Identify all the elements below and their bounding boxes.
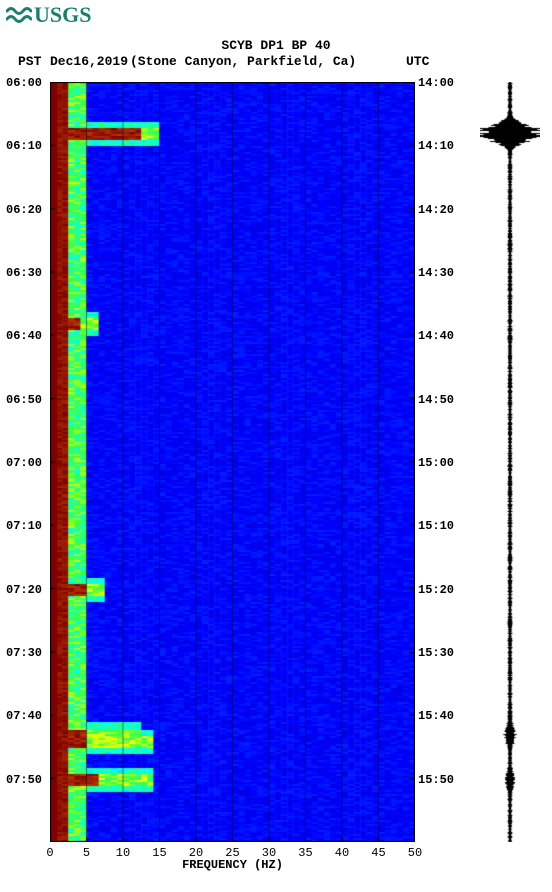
ytick-left: 07:20	[6, 583, 42, 597]
ytick-right: 14:30	[418, 266, 454, 280]
ytick-right: 15:00	[418, 456, 454, 470]
ytick-left: 07:30	[6, 646, 42, 660]
ytick-right: 14:40	[418, 329, 454, 343]
ytick-right: 14:00	[418, 76, 454, 90]
date-label: Dec16,2019	[50, 54, 128, 69]
ytick-left: 07:10	[6, 519, 42, 533]
xtick: 35	[298, 846, 312, 860]
spectrogram-plot	[50, 82, 415, 842]
xtick: 40	[335, 846, 349, 860]
ytick-left: 06:40	[6, 329, 42, 343]
tz-right-label: UTC	[406, 54, 429, 69]
ytick-left: 07:40	[6, 709, 42, 723]
ytick-left: 06:30	[6, 266, 42, 280]
ytick-left: 07:00	[6, 456, 42, 470]
station-label: (Stone Canyon, Parkfield, Ca)	[130, 54, 356, 69]
ytick-left: 06:00	[6, 76, 42, 90]
spectrogram-canvas	[50, 82, 415, 842]
x-axis-label: FREQUENCY (HZ)	[50, 858, 415, 872]
xtick: 45	[371, 846, 385, 860]
ytick-left: 06:50	[6, 393, 42, 407]
usgs-logo: USGS	[6, 2, 91, 28]
ytick-right: 15:10	[418, 519, 454, 533]
xtick: 20	[189, 846, 203, 860]
xtick: 25	[225, 846, 239, 860]
ytick-left: 06:20	[6, 203, 42, 217]
ytick-right: 15:40	[418, 709, 454, 723]
xtick: 30	[262, 846, 276, 860]
logo-text: USGS	[34, 2, 91, 28]
xtick: 0	[46, 846, 53, 860]
ytick-right: 15:50	[418, 773, 454, 787]
ytick-left: 06:10	[6, 139, 42, 153]
xtick: 10	[116, 846, 130, 860]
wave-icon	[6, 4, 32, 26]
tz-left-label: PST	[18, 54, 41, 69]
ytick-right: 15:20	[418, 583, 454, 597]
ytick-right: 14:20	[418, 203, 454, 217]
ytick-right: 15:30	[418, 646, 454, 660]
waveform-canvas	[480, 82, 540, 842]
xtick: 50	[408, 846, 422, 860]
ytick-right: 14:10	[418, 139, 454, 153]
xtick: 15	[152, 846, 166, 860]
ytick-left: 07:50	[6, 773, 42, 787]
chart-title: SCYB DP1 BP 40	[0, 38, 552, 53]
xtick: 5	[83, 846, 90, 860]
ytick-right: 14:50	[418, 393, 454, 407]
